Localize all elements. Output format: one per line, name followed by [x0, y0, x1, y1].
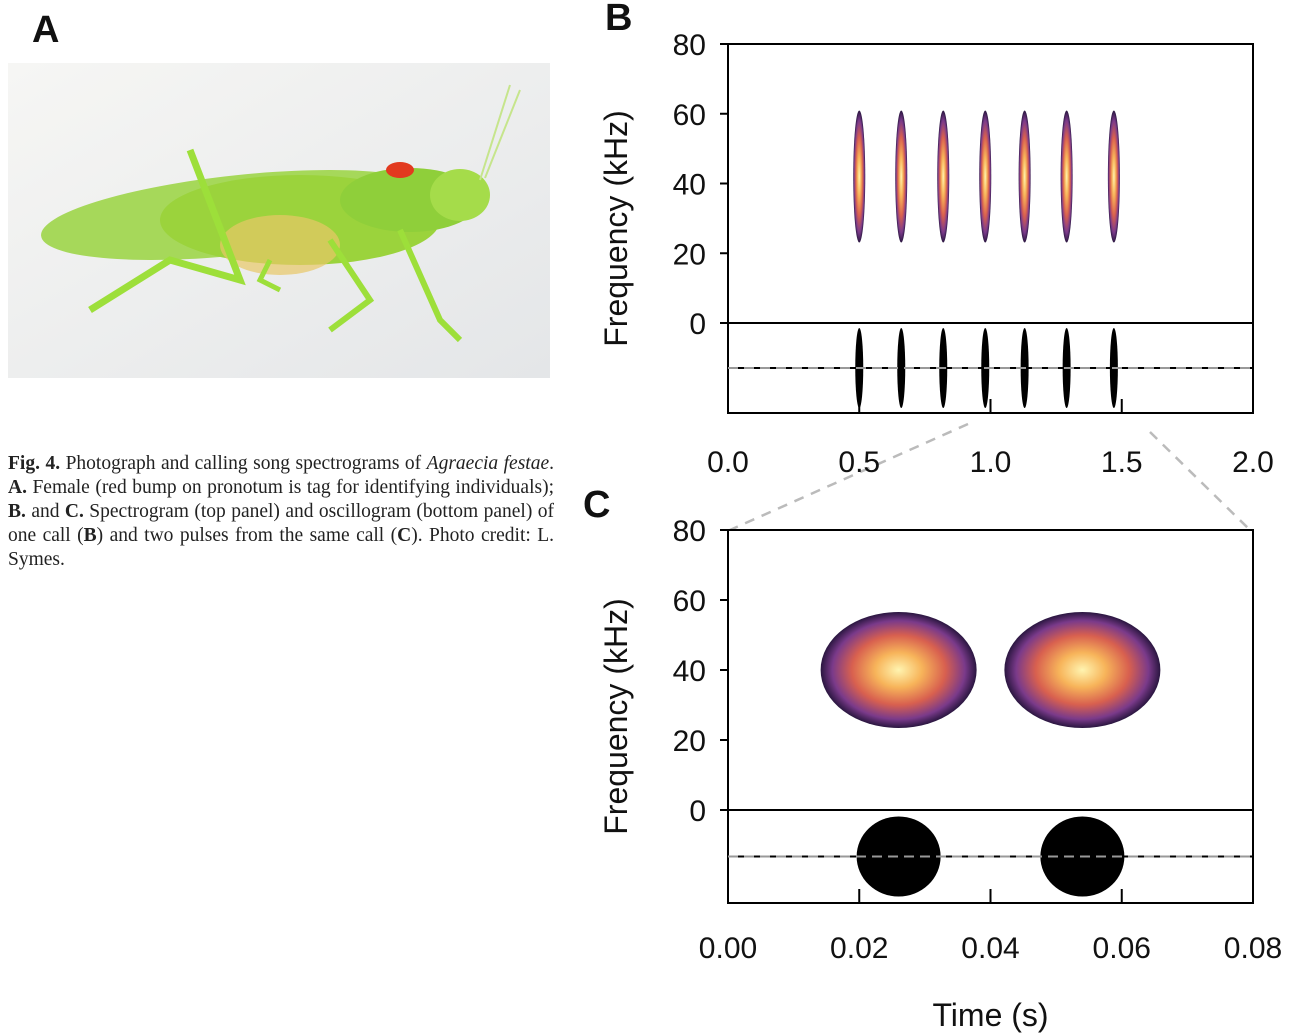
- x-tick-label: 0.00: [699, 932, 757, 965]
- caption: Fig. 4. Photograph and calling song spec…: [8, 452, 554, 572]
- x-tick-label: 0.0: [707, 446, 749, 479]
- caption-text: Agraecia festae: [426, 453, 550, 474]
- photo: [8, 63, 550, 378]
- spectrogram-pulse: [820, 612, 977, 728]
- spectrogram-pulse: [937, 110, 950, 243]
- plot-frame: [727, 43, 1254, 414]
- x-tick-label: 0.04: [961, 932, 1019, 965]
- y-tick-label: 40: [673, 169, 706, 202]
- oscillogram-pulse: [897, 328, 906, 408]
- spectrogram-pulse: [853, 110, 866, 243]
- oscillogram-pulse: [856, 816, 941, 897]
- plot-frame: [727, 529, 1254, 904]
- caption-text: and: [25, 501, 65, 522]
- y-tick-label: 40: [673, 655, 706, 688]
- x-tick-label: 0.08: [1224, 932, 1282, 965]
- y-tick-label: 80: [673, 29, 706, 62]
- y-axis-label: Frequency (kHz): [598, 110, 634, 347]
- spectrogram-pulse: [1004, 612, 1161, 728]
- y-tick-label: 20: [673, 238, 706, 271]
- x-axis-label: Time (s): [932, 997, 1048, 1033]
- zoom-lines: [729, 422, 1251, 532]
- y-tick-label: 60: [673, 585, 706, 618]
- y-tick-label: 0: [689, 308, 706, 341]
- caption-text: Female (red bump on pronotum is tag for …: [26, 477, 554, 498]
- y-tick-label: 60: [673, 99, 706, 132]
- x-tick-label: 2.0: [1232, 446, 1274, 479]
- caption-text: B: [83, 525, 97, 546]
- caption-text: ) and two pulses from the same call (: [96, 525, 398, 546]
- panel-label: B: [605, 0, 632, 39]
- y-tick-label: 0: [689, 795, 706, 828]
- y-axis-label: Frequency (kHz): [598, 598, 634, 835]
- x-tick-label: 1.0: [970, 446, 1012, 479]
- x-tick-label: 0.06: [1093, 932, 1151, 965]
- caption-text: ). Photo credit: L. Symes.: [8, 525, 554, 570]
- x-tick-label: 0.02: [830, 932, 888, 965]
- panel-label: A: [32, 9, 59, 51]
- caption-text: Fig. 4.: [8, 453, 61, 474]
- y-tick-label: 80: [673, 515, 706, 548]
- spectrogram-pulse: [1060, 110, 1073, 243]
- caption-text: .: [549, 453, 554, 474]
- caption-text: Spectrogram (top panel) and oscillogram …: [8, 501, 554, 546]
- caption-text: Photograph and calling song spectrograms…: [60, 453, 427, 474]
- x-tick-label: 0.5: [838, 446, 880, 479]
- caption-text: C.: [64, 501, 84, 522]
- spectrogram-pulse: [1107, 110, 1120, 243]
- caption-text: B.: [8, 501, 26, 522]
- caption-text: A.: [8, 477, 27, 498]
- spectrogram-pulse: [895, 110, 908, 243]
- caption-text: C: [397, 525, 412, 546]
- panel-label: C: [583, 484, 610, 526]
- spectrogram-pulse: [1018, 110, 1031, 243]
- x-tick-label: 1.5: [1101, 446, 1143, 479]
- y-tick-label: 20: [673, 725, 706, 758]
- spectrogram-pulse: [979, 110, 992, 243]
